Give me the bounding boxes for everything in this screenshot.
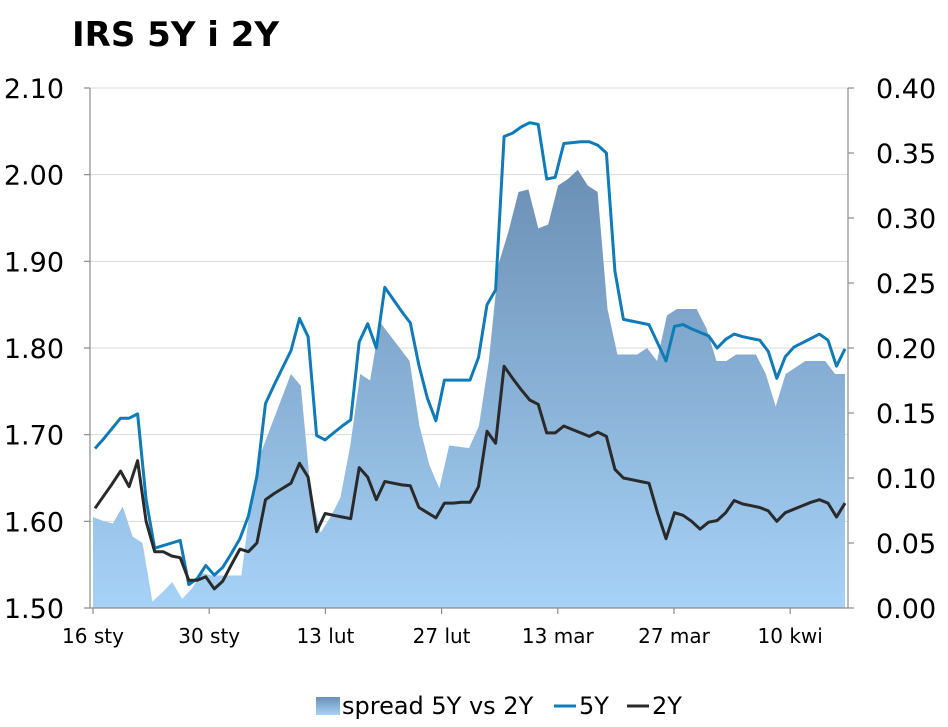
left-y-axis-ticks: 1.50 1.60 1.70 1.80 1.90 2.00 2.10	[4, 74, 90, 625]
right-tick-label: 0.20	[876, 334, 936, 365]
right-y-axis-ticks: 0.00 0.05 0.10 0.15 0.20 0.25 0.30 0.35 0.40	[848, 74, 936, 625]
right-tick-label: 0.00	[876, 594, 936, 625]
right-tick-label: 0.25	[876, 269, 936, 300]
left-tick-label: 1.80	[4, 334, 64, 365]
x-tick-label: 13 lut	[296, 624, 354, 648]
x-tick-label: 10 kwi	[758, 624, 823, 648]
right-tick-label: 0.30	[876, 204, 936, 235]
x-tick-label: 27 mar	[638, 624, 711, 648]
spread-area-layer	[93, 169, 845, 608]
right-tick-label: 0.10	[876, 464, 936, 495]
legend-label-2y: 2Y	[652, 692, 682, 720]
series-line-5y	[93, 121, 847, 587]
legend-swatch-spread	[316, 697, 340, 715]
right-tick-label: 0.15	[876, 399, 936, 430]
x-tick-label: 27 lut	[413, 624, 471, 648]
left-tick-label: 1.50	[4, 594, 64, 625]
left-tick-label: 1.90	[4, 247, 64, 278]
legend-label-5y: 5Y	[579, 692, 609, 720]
series-spread-area	[93, 169, 845, 608]
right-tick-label: 0.40	[876, 74, 936, 105]
legend: spread 5Y vs 2Y 5Y 2Y	[316, 692, 682, 720]
x-tick-label: 30 sty	[178, 624, 240, 648]
x-axis-ticks: 16 sty 30 sty 13 lut 27 lut 13 mar 27 mar 10 k…	[62, 608, 823, 648]
series-line-2y	[93, 364, 847, 591]
chart-title: IRS 5Y i 2Y	[72, 15, 279, 55]
lines-layer	[93, 121, 847, 591]
right-tick-label: 0.35	[876, 139, 936, 170]
left-tick-label: 2.10	[4, 74, 64, 105]
x-tick-label: 16 sty	[62, 624, 124, 648]
left-tick-label: 1.60	[4, 507, 64, 538]
left-tick-label: 2.00	[4, 161, 64, 192]
left-tick-label: 1.70	[4, 421, 64, 452]
x-tick-label: 13 mar	[522, 624, 595, 648]
right-tick-label: 0.05	[876, 529, 936, 560]
legend-label-spread: spread 5Y vs 2Y	[342, 692, 534, 720]
